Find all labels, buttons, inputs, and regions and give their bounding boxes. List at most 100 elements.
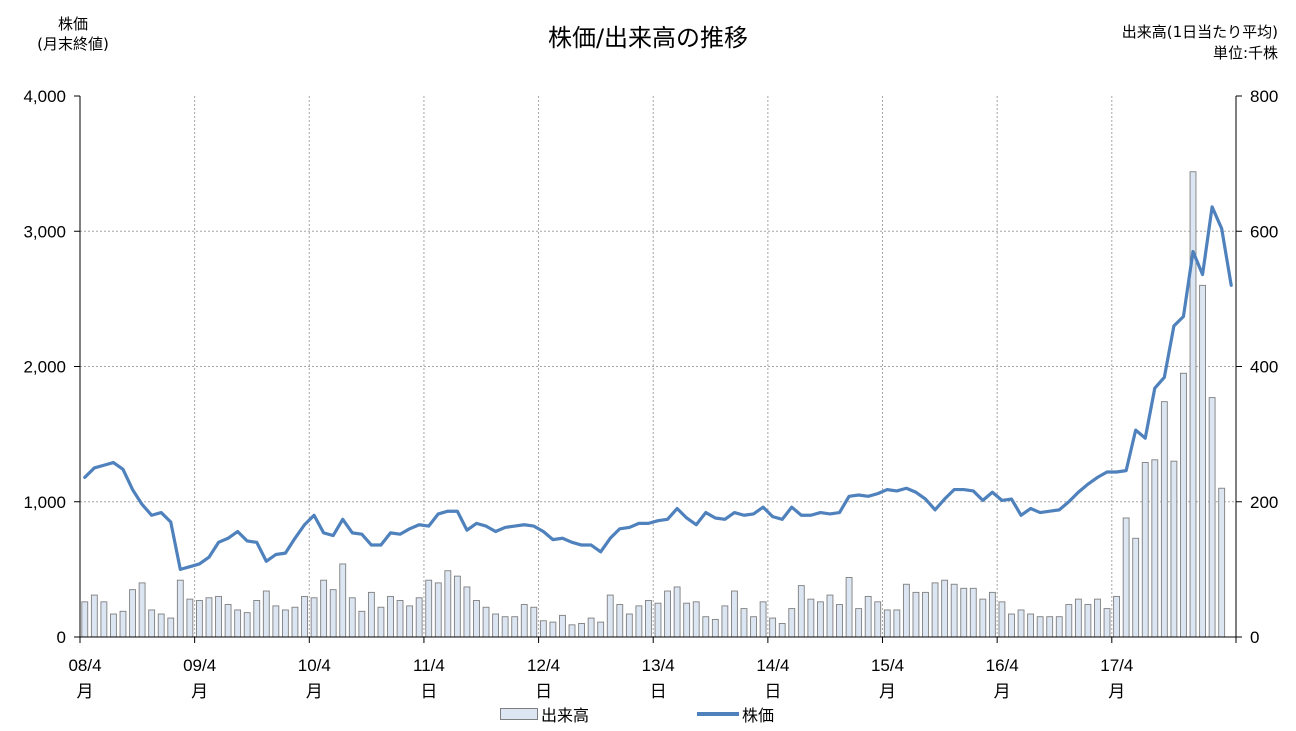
- volume-bar: [234, 609, 242, 638]
- volume-bar: [721, 605, 729, 638]
- volume-bar: [348, 597, 356, 638]
- volume-bar: [1084, 604, 1092, 638]
- volume-bar: [1189, 171, 1197, 638]
- volume-bar: [310, 597, 318, 638]
- y-left-tick-label: 1,000: [23, 493, 66, 512]
- y-right-tick-label: 600: [1250, 222, 1278, 241]
- volume-bar: [606, 594, 614, 638]
- volume-bar: [597, 621, 605, 638]
- volume-bar: [387, 595, 394, 638]
- volume-bar: [883, 609, 891, 638]
- volume-bar: [740, 608, 748, 638]
- volume-bar: [358, 610, 366, 638]
- volume-bar: [654, 602, 662, 638]
- volume-bar: [549, 621, 557, 638]
- volume-bar: [1103, 608, 1111, 638]
- x-tick-label: 14/4: [756, 656, 789, 675]
- volume-bar: [100, 601, 108, 638]
- legend-item-volume: 出来高: [500, 702, 589, 726]
- volume-bar: [826, 594, 834, 638]
- volume-bar: [444, 570, 452, 638]
- legend-bar-swatch: [500, 708, 538, 720]
- volume-bar: [998, 601, 1006, 638]
- volume-bar: [281, 609, 289, 638]
- volume-bar: [1008, 613, 1015, 638]
- volume-bar: [1046, 616, 1054, 638]
- volume-bar: [119, 610, 127, 638]
- x-tick-sublabel: 月: [994, 682, 1011, 700]
- x-tick-sublabel: 月: [191, 682, 208, 700]
- legend-item-price: 株価: [697, 702, 774, 726]
- volume-bar: [635, 605, 643, 638]
- volume-bar: [1017, 609, 1025, 638]
- volume-bar: [797, 585, 805, 638]
- volume-bar: [511, 616, 519, 638]
- volume-bar: [673, 586, 681, 638]
- legend: 出来高 株価: [0, 702, 1296, 728]
- x-tick-sublabel: 日: [650, 682, 667, 700]
- volume-bar: [224, 604, 232, 638]
- volume-bar: [931, 582, 939, 638]
- volume-bar: [893, 609, 901, 638]
- volume-bar: [559, 614, 566, 638]
- y-left-tick-label: 2,000: [23, 358, 66, 377]
- volume-bar: [492, 613, 499, 638]
- volume-bar: [1065, 604, 1073, 638]
- volume-bar: [253, 600, 261, 638]
- y-right-tick-label: 0: [1250, 628, 1259, 647]
- x-tick-sublabel: 月: [306, 682, 323, 700]
- volume-bar: [110, 613, 117, 638]
- volume-bar: [81, 601, 89, 638]
- right-axis-title: 出来高(1日当たり平均) 単位:千株: [1038, 22, 1278, 64]
- volume-bar: [625, 613, 633, 638]
- volume-bar: [902, 583, 910, 638]
- volume-bar: [501, 616, 509, 638]
- volume-bar: [922, 591, 929, 638]
- volume-bar: [205, 597, 213, 638]
- volume-bar: [912, 591, 920, 638]
- volume-bar: [520, 604, 528, 638]
- x-tick-sublabel: 日: [764, 682, 781, 700]
- y-left-tick-label: 4,000: [23, 87, 66, 106]
- volume-bar: [807, 598, 815, 638]
- volume-bar: [90, 594, 98, 638]
- volume-bar: [415, 597, 423, 638]
- volume-bar: [1218, 487, 1226, 638]
- volume-bar: [425, 579, 433, 638]
- legend-label-price: 株価: [742, 706, 775, 725]
- volume-bar: [215, 595, 222, 638]
- y-left-tick-label: 0: [57, 628, 66, 647]
- volume-bar: [578, 623, 585, 638]
- x-tick-label: 12/4: [527, 656, 560, 675]
- y-right-tick-label: 800: [1250, 87, 1278, 106]
- x-tick-label: 13/4: [642, 656, 675, 675]
- volume-bar: [855, 608, 863, 638]
- volume-bar: [1113, 595, 1120, 638]
- legend-label-volume: 出来高: [541, 706, 590, 725]
- volume-bar: [1036, 616, 1044, 638]
- volume-bar: [616, 604, 624, 638]
- x-tick-label: 16/4: [986, 656, 1019, 675]
- left-axis-title-line1: 株価: [57, 15, 88, 33]
- volume-bar: [664, 590, 671, 638]
- volume-bar: [473, 600, 480, 638]
- left-axis-title: 株価 (月末終値): [18, 14, 128, 54]
- right-axis-title-line2: 単位:千株: [1212, 44, 1278, 62]
- volume-bar: [1132, 537, 1140, 638]
- x-tick-sublabel: 日: [420, 682, 437, 700]
- volume-bar: [176, 579, 184, 638]
- volume-bar: [406, 605, 414, 638]
- volume-bar: [272, 605, 280, 638]
- volume-bar: [692, 601, 700, 638]
- right-axis-title-line1: 出来高(1日当たり平均): [1121, 23, 1278, 41]
- volume-bar: [817, 601, 824, 638]
- volume-bar: [731, 590, 738, 638]
- volume-bar: [367, 591, 375, 638]
- volume-bar: [539, 620, 547, 638]
- volume-bar: [769, 617, 777, 638]
- volume-bar: [979, 598, 987, 638]
- volume-bar: [750, 616, 757, 638]
- volume-bar: [960, 587, 968, 638]
- volume-bar: [167, 617, 175, 638]
- volume-bar: [1074, 598, 1082, 638]
